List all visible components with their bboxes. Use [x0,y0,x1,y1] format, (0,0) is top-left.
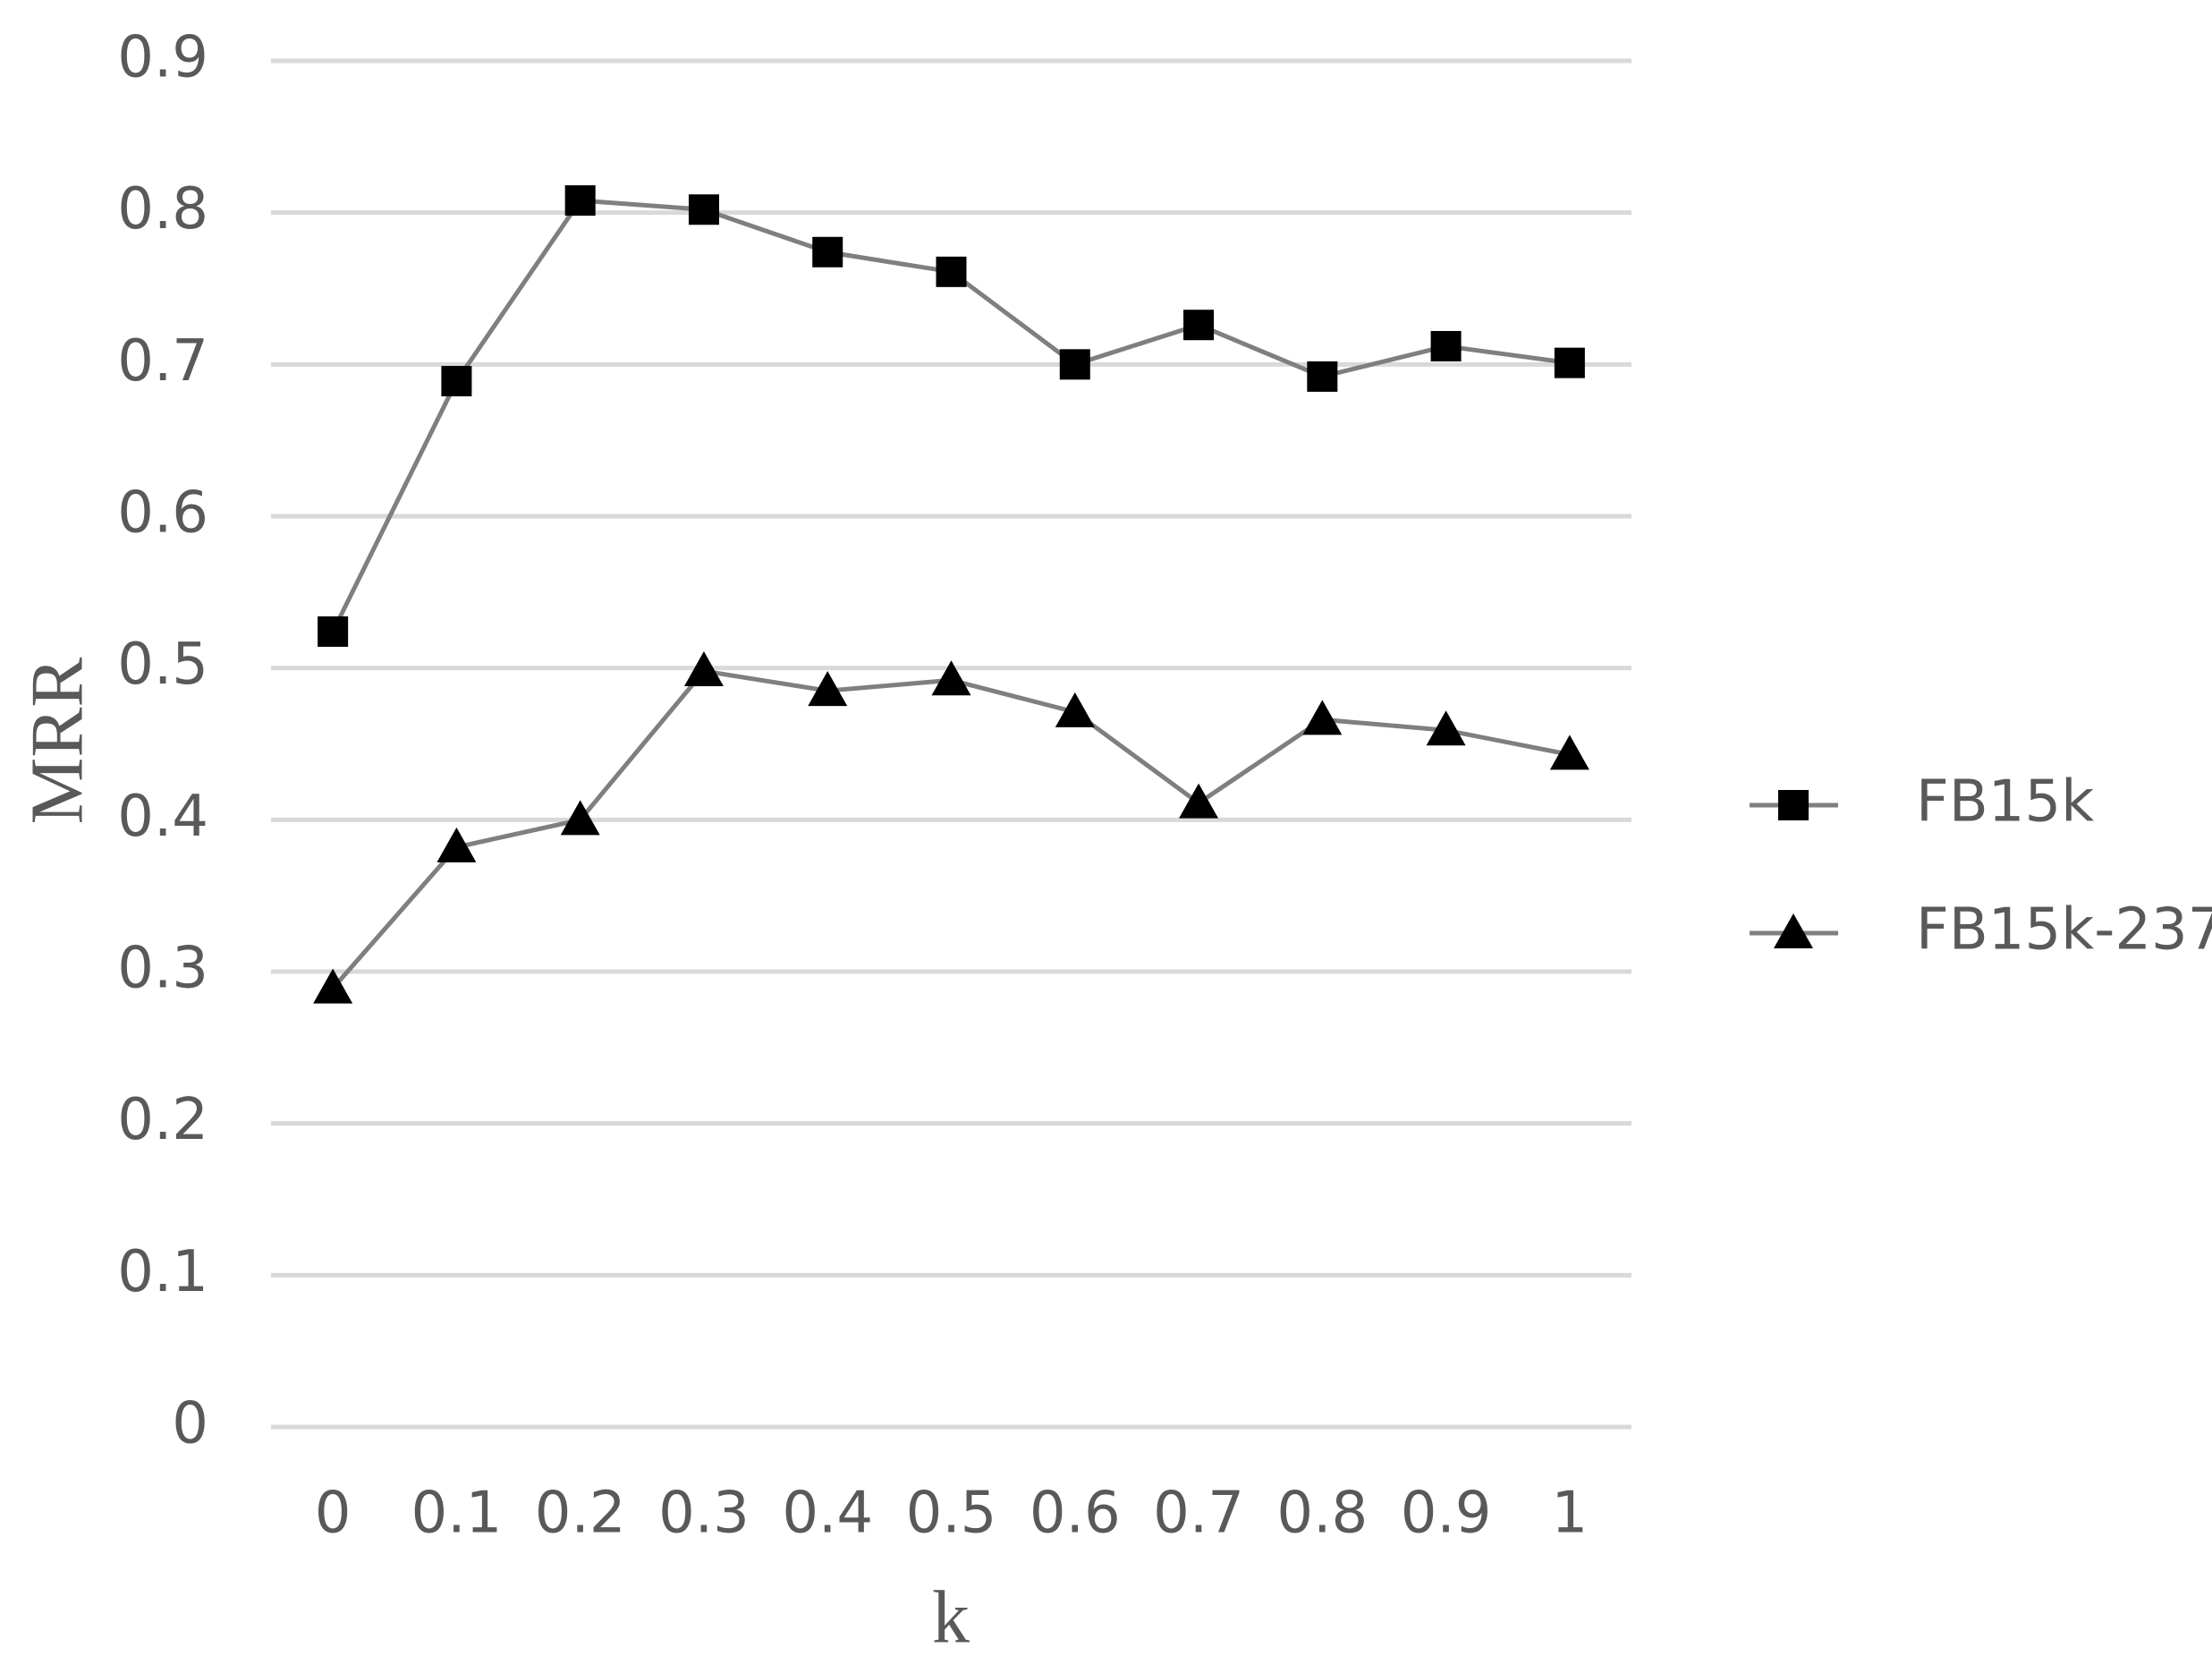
data-point [812,236,843,268]
legend-marker [1778,790,1809,820]
data-point [1430,330,1462,361]
y-tick-label: 0.2 [117,1087,208,1153]
data-point [1554,347,1585,378]
x-axis-title: k [932,1575,970,1659]
data-point [1183,310,1215,341]
data-point [560,800,600,836]
x-tick-label: 0.2 [535,1481,626,1547]
y-tick-label: 0.9 [117,25,208,91]
data-point [688,194,719,225]
y-tick-label: 0.4 [117,784,208,850]
data-point [441,365,472,396]
y-tick-label: 0.1 [117,1239,208,1305]
legend-label: FB15k-237 [1916,897,2212,964]
data-point [936,256,967,287]
data-point [564,185,596,217]
data-point [683,651,724,687]
data-point [1179,783,1219,819]
x-tick-label: 0.8 [1276,1481,1368,1547]
y-tick-label: 0.7 [117,328,208,395]
y-tick-label: 0.3 [117,936,208,1002]
series-line [331,668,1571,990]
x-tick-label: 0.6 [1030,1481,1121,1547]
x-tick-label: 0.4 [782,1481,873,1547]
legend-label: FB15k [1916,769,2094,836]
x-tick-label: 0.7 [1153,1481,1244,1547]
x-tick-label: 0.9 [1401,1481,1492,1547]
data-point [313,968,353,1004]
x-tick-label: 0.1 [411,1481,503,1547]
data-point [318,616,349,647]
x-tick-label: 0.5 [906,1481,997,1547]
data-point [1307,361,1338,392]
data-point [1059,349,1090,380]
y-tick-label: 0 [172,1391,208,1457]
x-tick-label: 0.3 [658,1481,750,1547]
x-tick-label: 1 [1552,1481,1589,1547]
y-tick-label: 0.5 [117,632,208,698]
data-point [1055,692,1095,727]
data-point [436,827,477,862]
y-tick-label: 0.8 [117,176,208,242]
data-point [808,671,848,707]
legend-marker [1774,913,1813,948]
data-point [1549,735,1589,770]
x-tick-label: 0 [315,1481,352,1547]
data-point [1302,700,1343,735]
data-point [931,660,971,696]
data-point [1426,710,1466,746]
y-tick-label: 0.6 [117,480,208,547]
y-axis-title: MRR [15,658,98,825]
